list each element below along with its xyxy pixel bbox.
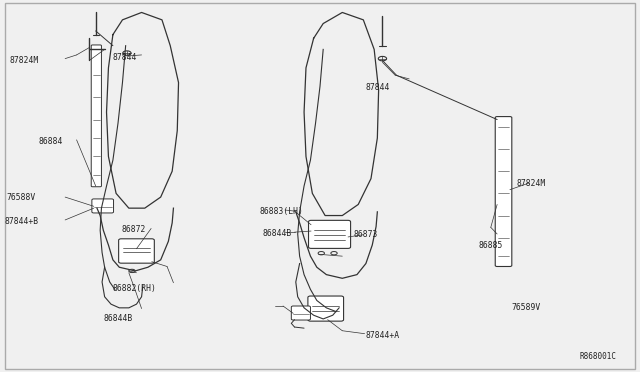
Text: 87844: 87844: [113, 53, 137, 62]
Text: 87844+B: 87844+B: [4, 217, 38, 225]
FancyBboxPatch shape: [291, 306, 310, 320]
Text: 86844B: 86844B: [262, 229, 292, 238]
Text: 86885: 86885: [478, 241, 502, 250]
Text: 76588V: 76588V: [6, 193, 36, 202]
Text: 76589V: 76589V: [511, 302, 540, 312]
Text: 86882(RH): 86882(RH): [113, 284, 157, 293]
FancyBboxPatch shape: [308, 296, 344, 321]
Text: 87844+A: 87844+A: [366, 331, 400, 340]
FancyBboxPatch shape: [495, 116, 512, 266]
Text: 87824M: 87824M: [10, 56, 39, 65]
FancyBboxPatch shape: [308, 220, 351, 248]
FancyBboxPatch shape: [118, 239, 154, 263]
Text: R868001C: R868001C: [579, 352, 616, 361]
Text: 86844B: 86844B: [103, 314, 132, 323]
Text: 86883(LH): 86883(LH): [259, 206, 303, 216]
Text: 87824M: 87824M: [516, 179, 545, 187]
FancyBboxPatch shape: [92, 199, 113, 213]
Text: 86872: 86872: [121, 225, 145, 234]
Text: 86884: 86884: [38, 137, 63, 146]
Text: 86873: 86873: [353, 230, 378, 239]
Text: 87844: 87844: [366, 83, 390, 92]
FancyBboxPatch shape: [92, 45, 101, 187]
